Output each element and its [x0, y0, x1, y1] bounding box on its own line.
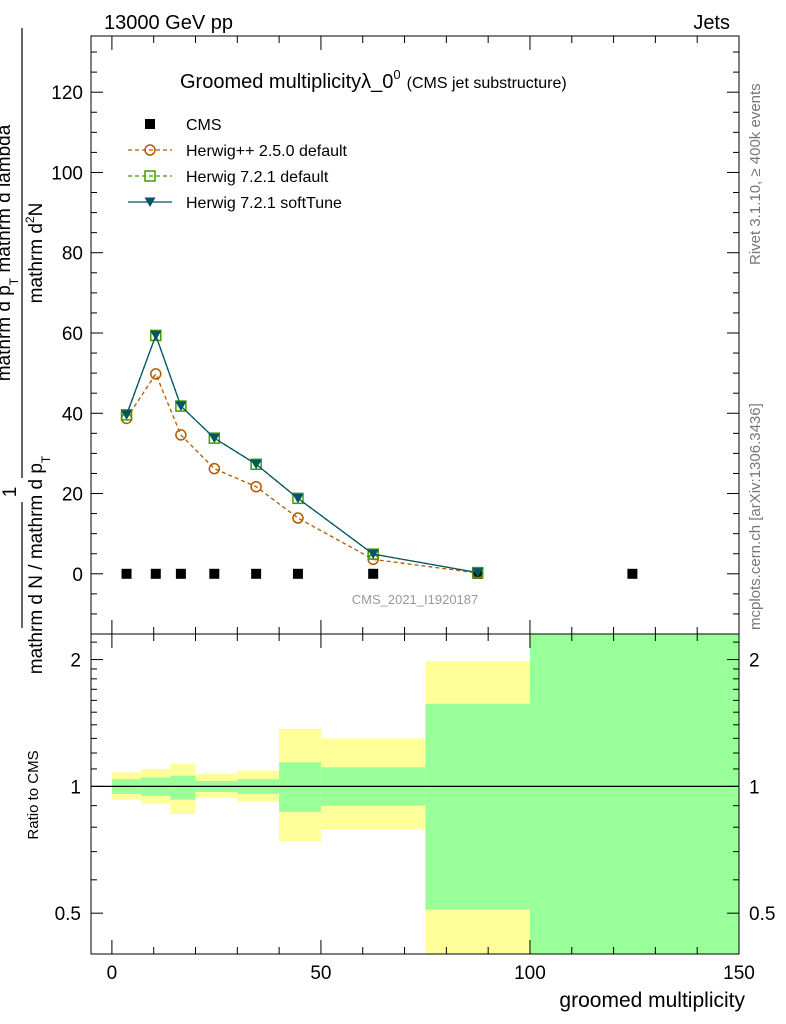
series-0-point	[209, 568, 220, 579]
ratio-bands	[91, 634, 739, 954]
main-y-tick-label: 60	[62, 324, 83, 345]
ratio-green-band-5	[279, 762, 321, 812]
series-line-1	[125, 372, 478, 574]
ylabel-outer-denominator: mathrm d N / mathrm d pT	[26, 455, 53, 674]
main-y-tick-label: 100	[51, 163, 83, 184]
legend-marker-1	[144, 144, 156, 156]
legend-marker-3	[144, 197, 156, 207]
ratio-green-band-8	[529, 634, 739, 954]
ylabel-inner-numerator: mathrm d2N	[23, 203, 47, 304]
series-1-point	[250, 480, 262, 493]
analysis-label: CMS_2021_I1920187	[352, 592, 479, 607]
ratio-y-axis: 0.5 0.5 1 1 2 2	[55, 641, 775, 955]
ratio-y-axis-label: Ratio to CMS	[25, 750, 42, 839]
legend-label-2: Herwig 7.2.1 default	[186, 169, 329, 186]
ratio-green-band-2	[170, 775, 196, 800]
main-y-tick-label: 120	[51, 83, 83, 104]
series-0-point	[150, 568, 161, 579]
series-3-point	[175, 401, 187, 412]
series-1-point	[208, 462, 221, 475]
series-3-point	[367, 549, 379, 560]
series-3-point	[292, 493, 304, 504]
legend-marker-2	[144, 170, 156, 182]
x-tick-label: 150	[723, 963, 755, 984]
x-tick-label: 0	[107, 963, 118, 984]
legend-label-3: Herwig 7.2.1 softTune	[186, 195, 342, 212]
x-tick-label: 50	[310, 963, 331, 984]
main-y-tick-label: 80	[62, 244, 83, 265]
ratio-y-tick-label-left: 1	[70, 777, 81, 798]
x-axis: 0 50 100 150	[107, 36, 755, 984]
x-tick-label: 100	[514, 963, 546, 984]
header-beam-label: 13000 GeV pp	[104, 12, 233, 34]
series-3-point	[150, 330, 162, 341]
x-axis-label: groomed multiplicity	[559, 989, 745, 1012]
series-0-point	[627, 568, 638, 579]
chart-title: Groomed multiplicityλ_00(CMS jet substru…	[180, 67, 567, 93]
ratio-plot-frame	[90, 633, 740, 955]
ratio-frame-box	[90, 633, 740, 955]
series-3-point	[208, 433, 220, 444]
header-process-label: Jets	[693, 12, 730, 34]
main-y-tick-label: 20	[62, 485, 83, 506]
series-0-point	[121, 568, 132, 579]
main-y-tick-label: 0	[72, 565, 83, 586]
series-0-point	[368, 568, 379, 579]
series-line-2	[125, 333, 478, 574]
ylabel-outer-numerator: 1	[0, 487, 21, 498]
ratio-green-band-7	[425, 703, 530, 910]
series-3-point	[121, 410, 133, 420]
ratio-y-tick-label-right: 1	[749, 777, 760, 798]
main-y-axis-label: mathrm d2N mathrm d pT mathrm d lambda 1…	[0, 28, 53, 674]
rivet-version-label: Rivet 3.1.10, ≥ 400k events	[747, 83, 764, 265]
main-series-layer	[120, 329, 638, 579]
legend-marker-0	[145, 119, 155, 129]
ratio-y-tick-label-left: 2	[70, 651, 81, 672]
series-3-point	[250, 459, 262, 470]
series-1-point	[175, 429, 187, 441]
main-y-axis: 0 20 40 60 80 100 120	[51, 51, 739, 615]
series-0-point	[175, 568, 186, 579]
series-3-point	[472, 568, 484, 578]
series-1-point	[150, 368, 162, 380]
series-line-3	[125, 333, 478, 574]
legend-label-1: Herwig++ 2.5.0 default	[186, 143, 348, 160]
main-y-tick-label: 40	[62, 404, 83, 425]
legend: CMS Herwig++ 2.5.0 default Herwig 7.2.1 de…	[128, 117, 348, 212]
ratio-y-tick-label-right: 0.5	[749, 904, 775, 925]
ratio-y-tick-label-left: 0.5	[55, 904, 81, 925]
mcplots-label: mcplots.cern.ch [arXiv:1306.3436]	[747, 403, 764, 630]
legend-label-0: CMS	[186, 117, 222, 134]
ratio-y-tick-label-right: 2	[749, 651, 760, 672]
ylabel-inner-denominator: mathrm d pT mathrm d lambda	[0, 124, 21, 381]
series-1-point	[292, 512, 304, 524]
series-0-point	[292, 568, 303, 579]
series-0-point	[251, 568, 262, 579]
